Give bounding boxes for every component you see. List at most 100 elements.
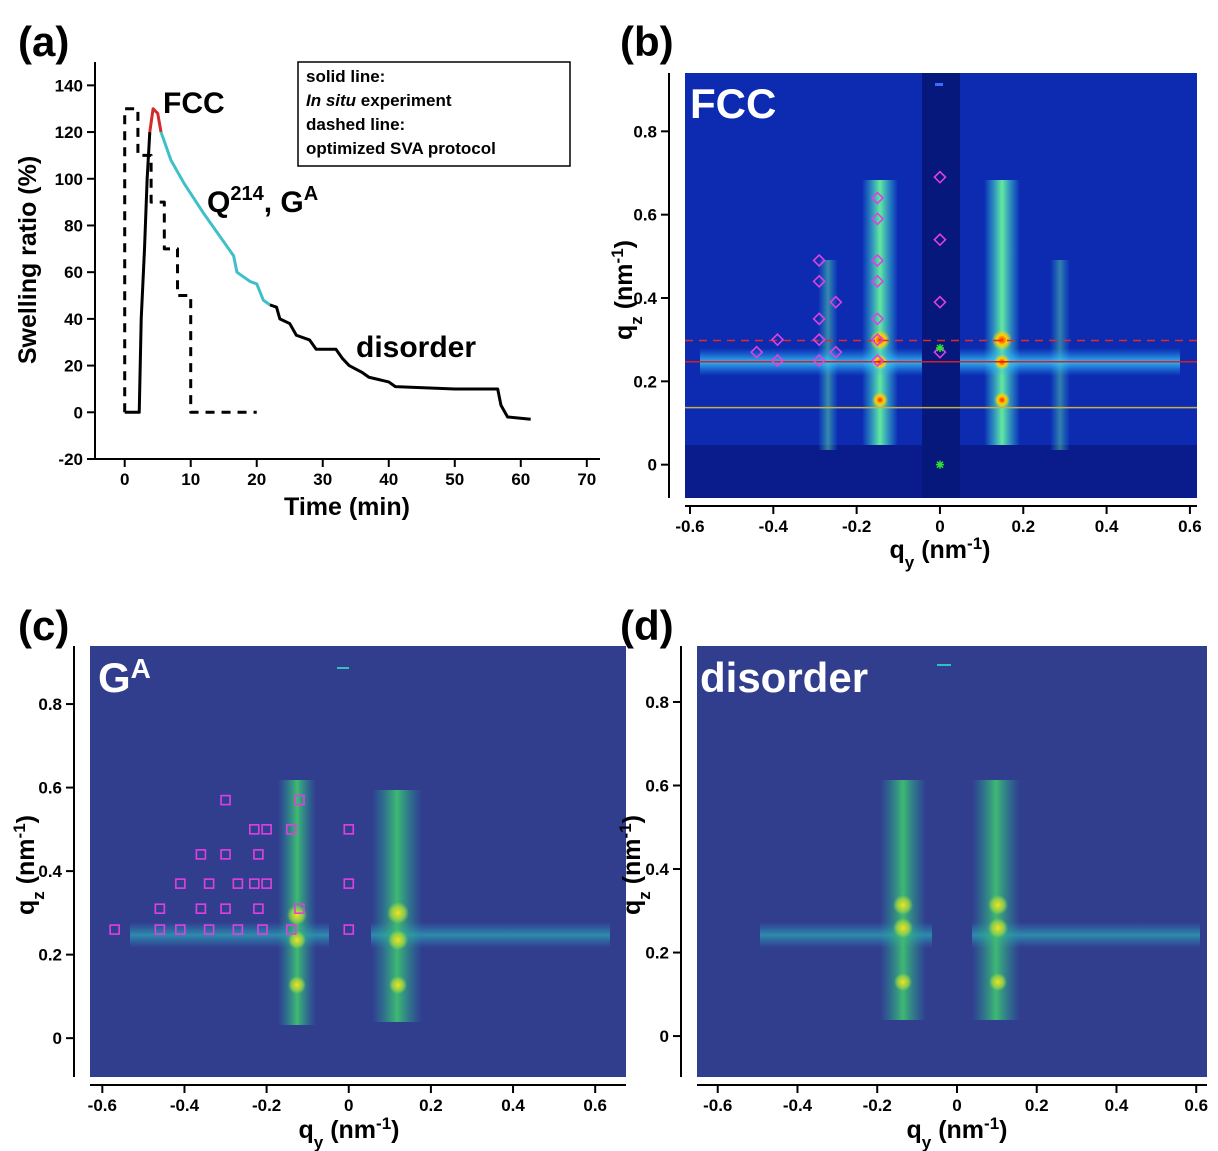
marker: [933, 295, 947, 309]
legend-text: optimized SVA protocol: [306, 139, 496, 158]
data-line: [123, 107, 257, 414]
x-tick-label: 50: [445, 470, 464, 489]
x-tick-label: 0: [935, 517, 944, 536]
y-axis-label: Swelling ratio (%): [14, 156, 42, 364]
marker: [870, 274, 885, 288]
annotation-part: 214: [230, 183, 264, 205]
x-tick-label: -0.2: [842, 517, 871, 536]
marker: [253, 903, 264, 914]
y-tick-label: 0.8: [645, 693, 669, 712]
data-line: [269, 303, 531, 421]
x-tick-label: -0.4: [170, 1096, 200, 1115]
marker: [770, 333, 785, 347]
inset-label-part: G: [98, 654, 131, 701]
marker: [870, 253, 885, 268]
marker: [285, 824, 297, 835]
axis-label-part: z: [627, 316, 646, 325]
legend-box: [297, 61, 571, 167]
panel-label: (b): [620, 18, 674, 65]
legend-text: dashed line:: [306, 115, 405, 134]
axis-label-part: q: [610, 325, 638, 340]
marker: [343, 824, 355, 835]
axis-label-part: -1: [616, 823, 635, 838]
x-tick-label: 10: [181, 470, 200, 489]
x-tick-label: 30: [313, 470, 332, 489]
x-tick-label: 0: [120, 470, 129, 489]
marker: [220, 849, 231, 860]
y-tick-label: 0.8: [38, 695, 62, 714]
legend-text-part: experiment: [356, 91, 452, 110]
x-tick-label: 0.4: [501, 1096, 525, 1115]
y-tick-label: 100: [55, 170, 83, 189]
marker: [248, 878, 260, 889]
x-tick-label: 60: [511, 470, 530, 489]
axis-label-part: q: [12, 900, 40, 915]
marker: [257, 924, 268, 935]
x-tick-label: 40: [379, 470, 398, 489]
y-axis-label: qz (nm-1): [10, 815, 48, 915]
panel-label: (c): [18, 602, 69, 649]
axis-label-part: -1: [967, 534, 982, 553]
marker: [248, 824, 260, 835]
marker: [203, 924, 215, 935]
x-tick-label: -0.2: [252, 1096, 281, 1115]
legend-text-part: In situ: [306, 91, 357, 110]
y-tick-label: 0: [648, 456, 657, 475]
marker: [261, 824, 272, 835]
axis-label-part: (nm: [610, 263, 638, 316]
legend-text: In situ experiment: [306, 91, 452, 110]
x-tick-label: 0.6: [1178, 517, 1202, 536]
marker: [175, 878, 186, 889]
marker: [154, 924, 166, 935]
axis-label-part: (nm: [323, 1116, 376, 1144]
y-tick-label: 0.2: [633, 372, 657, 391]
marker: [829, 295, 843, 309]
y-tick-label: 0: [74, 403, 83, 422]
axis-label-part: ): [999, 1116, 1007, 1144]
x-axis-label: qy (nm-1): [890, 534, 991, 572]
marker: [812, 353, 826, 368]
marker: [812, 253, 826, 268]
x-tick-label: 0: [952, 1096, 961, 1115]
x-tick-label: 70: [577, 470, 596, 489]
axis-label-part: q: [890, 536, 905, 564]
axis-label-part: ): [610, 240, 638, 248]
marker: [285, 924, 297, 935]
data-line: [148, 107, 163, 133]
x-tick-label: 0.6: [583, 1096, 607, 1115]
marker: [343, 878, 355, 889]
axis-label-part: z: [29, 891, 48, 900]
y-axis-label: qz (nm-1): [616, 815, 654, 915]
panel-label: (d): [620, 602, 674, 649]
axis-label-part: (nm: [12, 838, 40, 891]
y-tick-label: 140: [55, 76, 83, 95]
axis-label-part: (nm: [914, 536, 967, 564]
axis-label-part: y: [922, 1133, 932, 1151]
y-tick-label: 20: [64, 357, 83, 376]
x-tick-label: -0.6: [88, 1096, 117, 1115]
marker: [109, 924, 120, 935]
inset-label: GA: [98, 653, 151, 701]
inset-label: FCC: [690, 80, 776, 127]
marker: [253, 849, 264, 860]
marker: [154, 903, 166, 914]
marker: [870, 212, 885, 226]
axis-label-part: -1: [376, 1114, 391, 1133]
axis-label-part: -1: [608, 248, 627, 263]
marker: [812, 274, 826, 288]
annotation: disorder: [356, 331, 476, 364]
y-tick-label: -20: [58, 450, 83, 469]
marker: [933, 170, 947, 184]
axis-label-part: y: [905, 553, 915, 572]
x-tick-label: 0.2: [419, 1096, 443, 1115]
x-tick-label: -0.6: [703, 1096, 732, 1115]
axis-label-part: q: [907, 1116, 922, 1144]
x-tick-label: -0.4: [783, 1096, 813, 1115]
marker: [175, 924, 186, 935]
marker: [829, 345, 843, 359]
marker: [870, 312, 885, 326]
y-tick-label: 0.6: [38, 779, 62, 798]
legend-text: solid line:: [306, 67, 385, 86]
axis-label-part: ): [982, 536, 990, 564]
x-tick-label: 0.4: [1095, 517, 1119, 536]
